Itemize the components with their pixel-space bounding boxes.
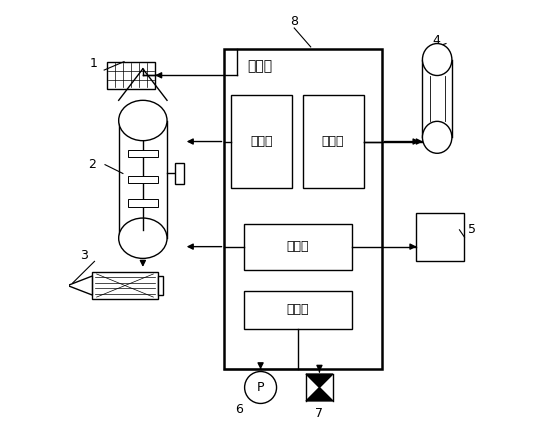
Text: 继电器: 继电器 [287,303,309,316]
Bar [107,62,155,89]
Polygon shape [68,276,92,295]
Text: 变频器: 变频器 [250,135,273,148]
Text: 3: 3 [80,248,88,262]
Bar [92,272,158,299]
Text: 8: 8 [290,15,298,28]
Text: 5: 5 [468,223,476,236]
Bar [127,199,158,207]
Text: 4: 4 [432,34,440,47]
Ellipse shape [119,218,167,259]
Text: 1: 1 [90,57,98,70]
Bar [244,291,352,328]
Text: 2: 2 [88,158,96,171]
Text: 7: 7 [315,408,324,420]
Bar [302,95,363,188]
Polygon shape [306,388,333,401]
Text: 控制器: 控制器 [247,59,272,73]
Bar [416,213,465,262]
Polygon shape [306,374,333,388]
Text: 定时器: 定时器 [287,240,309,253]
Ellipse shape [119,100,167,141]
Bar [127,176,158,183]
Text: P: P [257,381,264,394]
Bar [244,224,352,270]
Bar [231,95,292,188]
Text: 6: 6 [236,403,244,416]
Text: 温控器: 温控器 [322,135,344,148]
Circle shape [245,371,277,403]
Ellipse shape [423,43,452,75]
Bar [127,150,158,157]
Bar [174,163,184,184]
Bar [224,49,382,368]
Bar [158,276,163,295]
Ellipse shape [423,121,452,153]
